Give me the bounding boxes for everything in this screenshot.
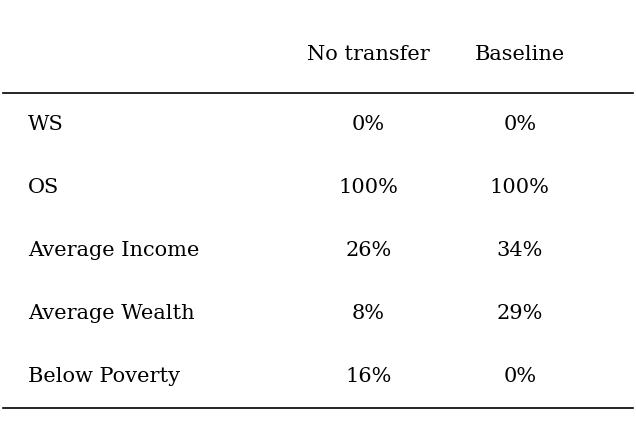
Text: 8%: 8% (352, 304, 385, 323)
Text: 16%: 16% (345, 368, 392, 386)
Text: 0%: 0% (503, 368, 536, 386)
Text: 0%: 0% (503, 115, 536, 134)
Text: OS: OS (28, 178, 59, 198)
Text: WS: WS (28, 115, 64, 134)
Text: No transfer: No transfer (307, 45, 430, 64)
Text: 100%: 100% (338, 178, 398, 198)
Text: Average Income: Average Income (28, 241, 199, 260)
Text: 0%: 0% (352, 115, 385, 134)
Text: 26%: 26% (345, 241, 392, 260)
Text: Baseline: Baseline (474, 45, 565, 64)
Text: Below Poverty: Below Poverty (28, 368, 180, 386)
Text: 34%: 34% (497, 241, 543, 260)
Text: 29%: 29% (497, 304, 543, 323)
Text: Average Wealth: Average Wealth (28, 304, 195, 323)
Text: 100%: 100% (490, 178, 550, 198)
